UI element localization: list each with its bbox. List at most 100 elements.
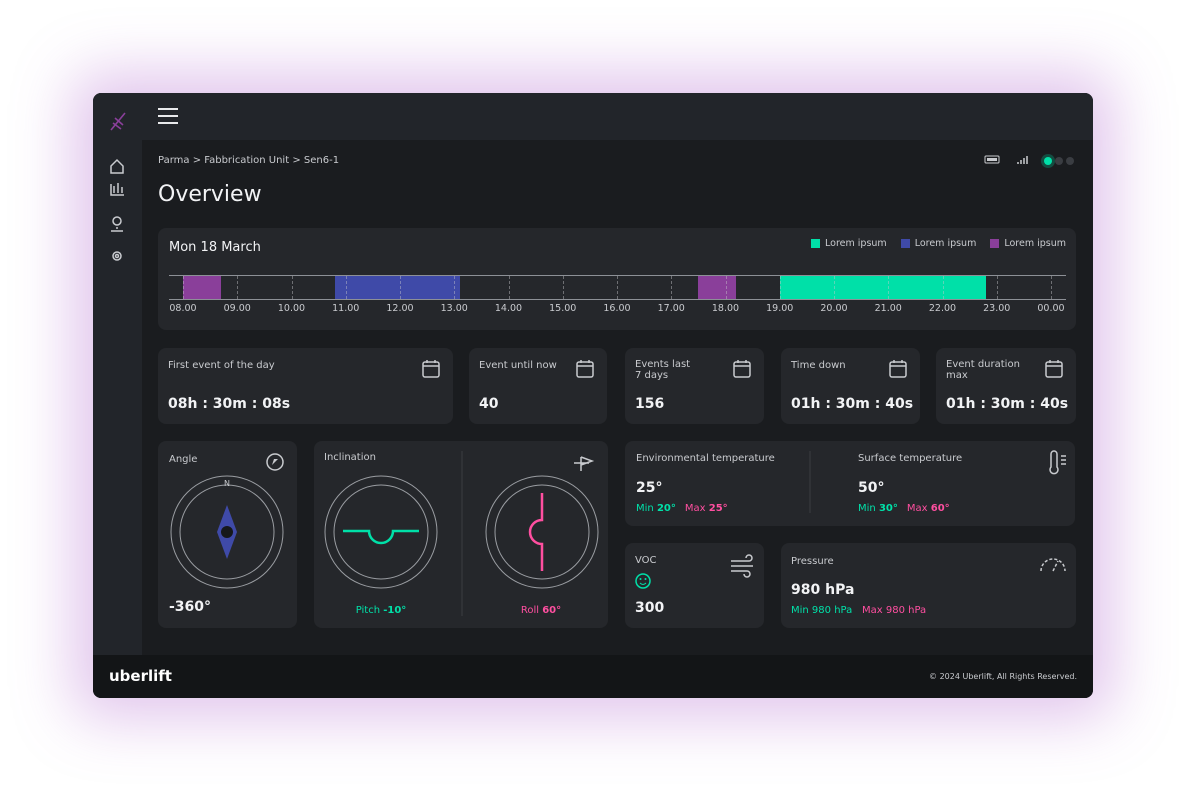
angle-card: Angle N -360° xyxy=(158,441,297,628)
tick-line xyxy=(400,276,401,299)
tick-line xyxy=(996,276,998,299)
sidebar xyxy=(93,93,142,655)
timeline-segment xyxy=(779,276,986,299)
tick-label: 19.00 xyxy=(766,303,794,314)
tick-label: 18.00 xyxy=(711,303,740,314)
stat-icon xyxy=(889,360,907,378)
tick-label: 00.00 xyxy=(1037,303,1065,314)
temp-label: Surface temperature xyxy=(858,453,963,464)
tick-label: 08.00 xyxy=(169,303,197,314)
stat-label: Event duration max xyxy=(946,359,1020,381)
tick-label: 11.00 xyxy=(332,303,360,314)
tick-label: 21.00 xyxy=(874,303,902,314)
tick-label: 10.00 xyxy=(277,303,306,314)
temp-range-text: Min xyxy=(858,503,876,514)
timeline-date: Mon 18 March xyxy=(169,240,261,255)
temp-range-text: 25° xyxy=(708,503,728,514)
pitch: Pitch -10° xyxy=(355,605,407,616)
temp-range: Min 20° Max 25° xyxy=(636,503,728,514)
breadcrumb-item[interactable]: Parma xyxy=(158,155,190,166)
tick-line xyxy=(183,276,184,299)
tick-line xyxy=(1051,276,1052,299)
app-window: Parma > Fabbrication Unit > Sen6-1 Overv… xyxy=(93,93,1093,698)
pressure-min: Min 980 hPa xyxy=(791,605,853,616)
tick-label: 17.00 xyxy=(657,303,685,314)
temp-range-text: 30° xyxy=(878,503,898,514)
breadcrumb-item[interactable]: Fabbrication Unit xyxy=(204,155,290,166)
legend-item: Lorem ipsum xyxy=(990,238,1066,249)
tick-label: 14.00 xyxy=(494,303,523,314)
legend-item: Lorem ipsum xyxy=(811,238,887,249)
tick-line xyxy=(291,276,293,299)
tick-line xyxy=(237,276,239,299)
menu-icon[interactable] xyxy=(142,93,182,140)
temp-range-text: 60° xyxy=(930,503,950,514)
temp-range-text: Max xyxy=(684,503,706,514)
temp-range-text: Max xyxy=(906,503,928,514)
legend-label: Lorem ipsum xyxy=(914,238,977,249)
tick-line xyxy=(617,276,618,299)
stat-label: Event until now xyxy=(479,360,557,371)
angle-value: -360° xyxy=(169,599,212,615)
legend-swatch xyxy=(811,239,821,248)
sidebar-icons xyxy=(110,112,126,261)
pressure-max: Max 980 hPa xyxy=(862,605,927,616)
tick-line xyxy=(834,276,835,299)
voc-icons xyxy=(635,554,753,589)
voc-card: VOC 300 xyxy=(625,543,764,628)
tick-label: 16.00 xyxy=(603,303,631,314)
tick-label: 09.00 xyxy=(223,303,251,314)
tick-line xyxy=(671,276,673,299)
temp-range-text: Min xyxy=(636,503,654,514)
stat-card: Event until now 40 xyxy=(469,348,607,424)
inclination-label: Inclination xyxy=(324,452,376,463)
stat-value: 01h : 30m : 40s xyxy=(791,396,914,412)
tick-line xyxy=(454,276,456,299)
inclination-gauges xyxy=(324,451,599,616)
copyright: © 2024 Uberlift, All Rights Reserved. xyxy=(929,672,1077,681)
stat-value: 01h : 30m : 40s xyxy=(946,396,1069,412)
stat-card: Time down 01h : 30m : 40s xyxy=(781,348,920,424)
stat-value: 40 xyxy=(479,396,499,412)
tick-line xyxy=(508,276,510,299)
stat-icon xyxy=(733,360,751,378)
inclination-card: Inclination Pitch -10° Roll 60° xyxy=(314,441,608,628)
legend-swatch xyxy=(990,239,1000,248)
tick-line xyxy=(942,276,944,299)
pressure-card: Pressure 980 hPa Min 980 hPa Max 980 hPa xyxy=(781,543,1076,628)
tick-line xyxy=(345,276,347,299)
temp-range-text: 20° xyxy=(656,503,676,514)
tick-label: 22.00 xyxy=(928,303,957,314)
tick-label: 23.00 xyxy=(983,303,1011,314)
stat-label: Events last 7 days xyxy=(635,359,691,381)
voc-value: 300 xyxy=(635,600,665,616)
timeline-segment xyxy=(183,276,221,299)
stat-card: First event of the day 08h : 30m : 08s xyxy=(158,348,453,424)
tick-label: 12.00 xyxy=(386,303,414,314)
top-bar xyxy=(142,93,1093,140)
legend-swatch xyxy=(900,239,910,248)
temp-label: Environmental temperature xyxy=(636,453,775,464)
voc-label: VOC xyxy=(635,555,657,566)
stat-icon xyxy=(1045,360,1063,378)
legend-item: Lorem ipsum xyxy=(900,238,977,249)
temp-range: Min 30° Max 60° xyxy=(858,503,950,514)
temp-decor xyxy=(809,450,1066,513)
legend-label: Lorem ipsum xyxy=(825,238,887,249)
tick-label: 15.00 xyxy=(549,303,577,314)
stat-value: 156 xyxy=(635,396,665,412)
page-title: Overview xyxy=(158,182,262,207)
tick-line xyxy=(779,276,781,299)
temp-value: 50° xyxy=(858,480,885,496)
stat-value: 08h : 30m : 08s xyxy=(168,396,291,412)
timeline-card: Mon 18 March Lorem ipsum Lorem ipsum Lorem… xyxy=(158,228,1076,330)
breadcrumb-item: Sen6-1 xyxy=(303,155,340,166)
compass: N xyxy=(170,453,284,589)
roll: Roll 60° xyxy=(520,605,562,616)
legend-label: Lorem ipsum xyxy=(1004,238,1066,249)
stat-card: Events last 7 days 156 xyxy=(625,348,764,424)
pressure-label: Pressure xyxy=(791,556,834,567)
tick-line xyxy=(888,276,890,299)
pressure-value: 980 hPa xyxy=(791,582,855,598)
